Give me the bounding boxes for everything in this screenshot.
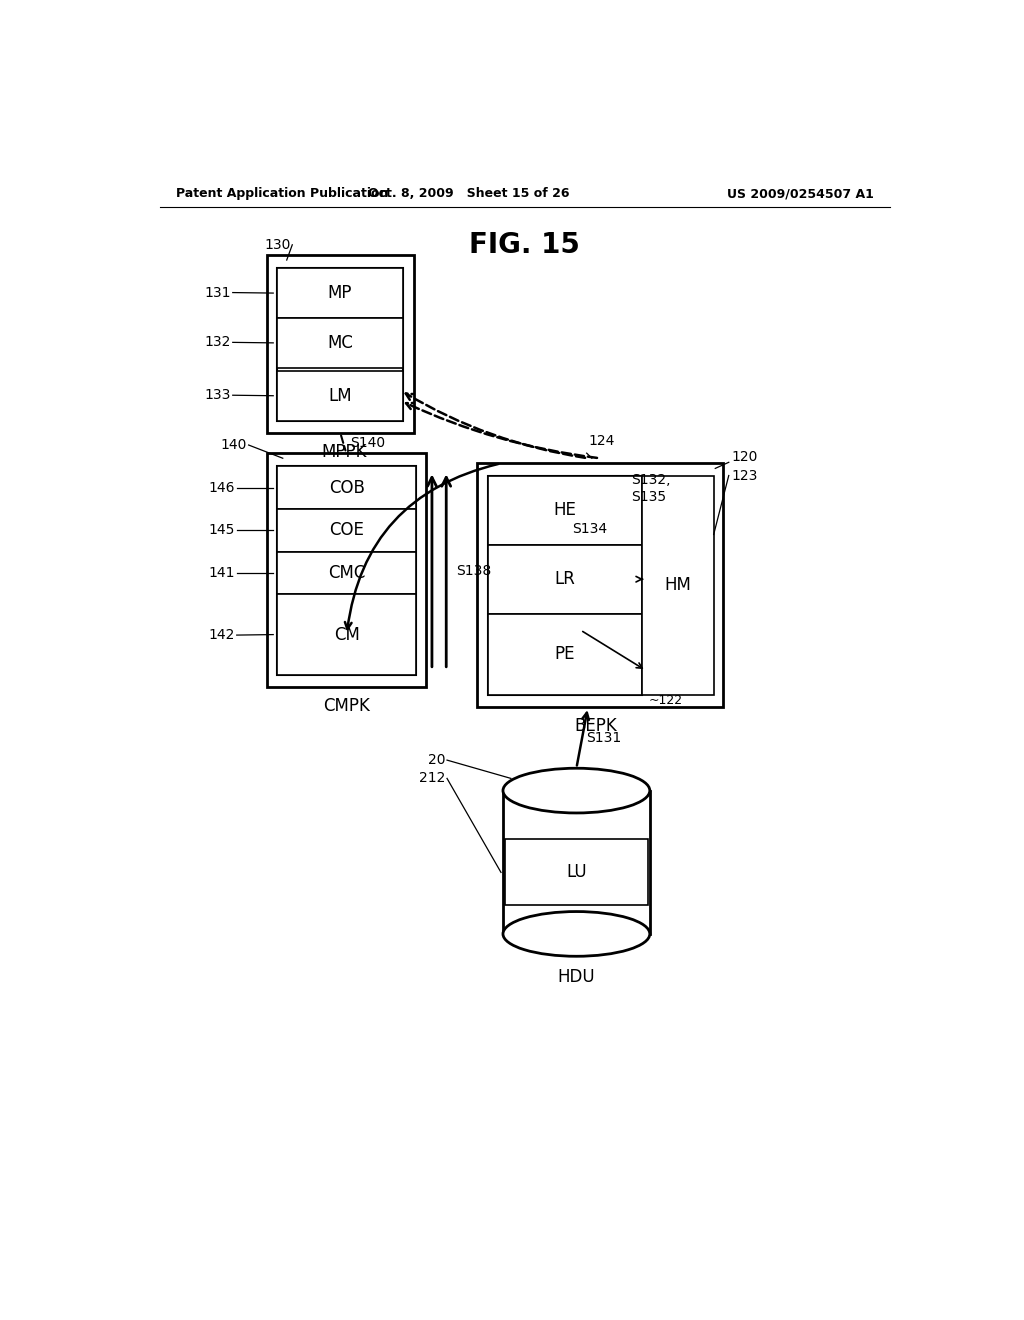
Text: LU: LU [566,863,587,882]
Text: MP: MP [328,284,352,302]
Text: MPPK: MPPK [322,444,367,461]
Ellipse shape [503,912,650,956]
Text: S132,
S135: S132, S135 [632,474,671,504]
Text: 140: 140 [220,438,247,451]
Text: 133: 133 [205,388,231,403]
Text: 132: 132 [205,335,231,350]
Text: 212: 212 [419,771,445,785]
Text: HE: HE [553,502,577,519]
Text: HM: HM [665,577,691,594]
Text: S140: S140 [350,436,385,450]
Bar [278,268,402,421]
Bar [505,840,648,906]
Text: COE: COE [329,521,365,540]
Text: COB: COB [329,479,365,496]
Text: US 2009/0254507 A1: US 2009/0254507 A1 [727,187,873,201]
Bar [477,463,723,708]
Text: 130: 130 [264,238,291,252]
Text: 141: 141 [209,566,236,579]
Text: BEPK: BEPK [574,718,617,735]
Bar [267,453,426,686]
Text: 120: 120 [731,450,758,465]
Bar [267,255,414,433]
Bar [278,268,402,318]
Text: 124: 124 [588,434,614,447]
Text: Patent Application Publication: Patent Application Publication [176,187,388,201]
Bar [278,552,416,594]
Ellipse shape [503,768,650,813]
Text: PE: PE [555,645,575,664]
Bar [487,614,642,696]
Text: MC: MC [327,334,353,352]
Text: 20: 20 [428,754,445,767]
Text: HDU: HDU [558,969,595,986]
Text: 145: 145 [209,524,236,537]
Bar [642,475,714,696]
Text: CMPK: CMPK [323,697,370,715]
Bar [278,371,402,421]
Text: ~122: ~122 [648,694,683,708]
Text: 142: 142 [209,628,236,642]
Text: 131: 131 [205,285,231,300]
Bar [278,318,402,368]
Text: CMC: CMC [328,564,366,582]
Text: 146: 146 [209,480,236,495]
Text: CM: CM [334,626,359,644]
Text: S134: S134 [572,521,607,536]
Text: Oct. 8, 2009   Sheet 15 of 26: Oct. 8, 2009 Sheet 15 of 26 [369,187,570,201]
Text: FIG. 15: FIG. 15 [469,231,581,259]
Text: LM: LM [328,387,351,405]
Bar [503,791,650,935]
Text: 123: 123 [731,469,758,483]
Bar [278,510,416,552]
Bar [278,466,416,510]
Text: S138: S138 [456,564,490,578]
Bar [487,475,642,545]
Bar [487,475,642,696]
Bar [278,466,416,675]
Text: LR: LR [554,570,575,589]
Bar [487,545,642,614]
Text: S131: S131 [586,731,622,744]
Bar [278,594,416,675]
